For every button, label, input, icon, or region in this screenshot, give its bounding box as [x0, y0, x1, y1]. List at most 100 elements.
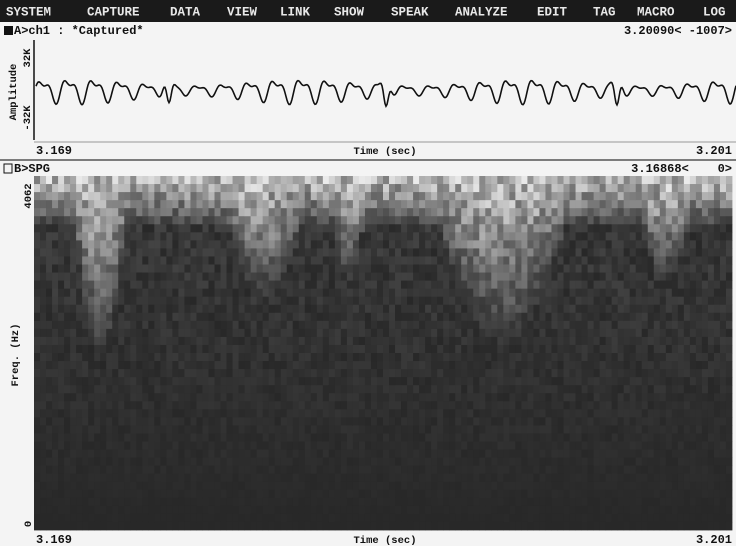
- spectrogram-cell: [606, 514, 612, 522]
- spectrogram-cell: [287, 417, 293, 425]
- spectrogram-cell: [227, 377, 233, 385]
- menu-item[interactable]: MACRO: [637, 5, 675, 19]
- spectrogram-cell: [491, 256, 497, 264]
- spectrogram-cell: [209, 490, 215, 498]
- menu-item[interactable]: EDIT: [537, 5, 568, 19]
- spectrogram-cell: [76, 522, 82, 530]
- spectrogram-cell: [696, 498, 702, 506]
- menu-item[interactable]: LOG: [703, 5, 726, 19]
- spectrogram-cell: [443, 200, 449, 208]
- spectrogram-cell: [347, 361, 353, 369]
- spectrogram-cell: [473, 482, 479, 490]
- spectrogram-cell: [124, 425, 130, 433]
- spectrogram-cell: [184, 305, 190, 313]
- spectrogram-cell: [257, 192, 263, 200]
- spectrogram-cell: [130, 353, 136, 361]
- menu-item[interactable]: SYSTEM: [6, 5, 51, 19]
- menu-item[interactable]: SHOW: [334, 5, 365, 19]
- spectrogram-cell: [437, 313, 443, 321]
- spectrogram-cell: [287, 401, 293, 409]
- spectrogram-cell: [184, 176, 190, 184]
- spectrogram-cell: [431, 409, 437, 417]
- spectrogram-cell: [46, 329, 52, 337]
- spectrogram-cell: [359, 401, 365, 409]
- spectrogram-cell: [299, 313, 305, 321]
- spectrogram-cell: [642, 224, 648, 232]
- spectrogram-cell: [347, 393, 353, 401]
- spectrogram-cell: [377, 450, 383, 458]
- spectrogram-cell: [215, 522, 221, 530]
- menu-item[interactable]: TAG: [593, 5, 616, 19]
- spectrogram-cell: [323, 184, 329, 192]
- spectrogram-cell: [648, 450, 654, 458]
- spectrogram-cell: [636, 313, 642, 321]
- spectrogram-cell: [269, 353, 275, 361]
- spectrogram-cell: [136, 345, 142, 353]
- spectrogram-cell: [413, 450, 419, 458]
- spectrogram-cell: [329, 321, 335, 329]
- spectrogram-cell: [702, 450, 708, 458]
- spectrogram-cell: [576, 232, 582, 240]
- spectrogram-cell: [570, 240, 576, 248]
- spectrogram-cell: [299, 506, 305, 514]
- spectrogram-cell: [329, 200, 335, 208]
- spectrogram-cell: [383, 506, 389, 514]
- spectrogram-cell: [251, 474, 257, 482]
- spectrogram-cell: [612, 208, 618, 216]
- spectrogram-cell: [594, 200, 600, 208]
- spectrogram-cell: [521, 176, 527, 184]
- spectrogram-cell: [642, 273, 648, 281]
- spectrogram-cell: [690, 289, 696, 297]
- spectrogram-cell: [233, 433, 239, 441]
- spectrogram-cell: [419, 321, 425, 329]
- spectrogram-cell: [52, 377, 58, 385]
- spectrogram-cell: [299, 361, 305, 369]
- spectrogram-cell: [702, 216, 708, 224]
- menu-item[interactable]: VIEW: [227, 5, 258, 19]
- spectrogram-cell: [479, 498, 485, 506]
- menu-item[interactable]: CAPTURE: [87, 5, 140, 19]
- spectrogram-cell: [251, 297, 257, 305]
- spectrogram-cell: [582, 353, 588, 361]
- spectrogram-cell: [618, 409, 624, 417]
- spectrogram-cell: [407, 425, 413, 433]
- spectrogram-cell: [485, 361, 491, 369]
- menu-item[interactable]: SPEAK: [391, 5, 429, 19]
- spectrogram-cell: [431, 273, 437, 281]
- spectrogram-cell: [618, 490, 624, 498]
- spectrogram-cell: [576, 482, 582, 490]
- spectrogram-cell: [172, 361, 178, 369]
- spectrogram-cell: [461, 216, 467, 224]
- spectrogram-cell: [202, 329, 208, 337]
- menu-item[interactable]: DATA: [170, 5, 201, 19]
- spectrogram-cell: [419, 514, 425, 522]
- spectrogram-cell: [365, 417, 371, 425]
- spectrogram-cell: [521, 474, 527, 482]
- spectrogram-cell: [371, 417, 377, 425]
- spectrogram-cell: [281, 417, 287, 425]
- spectrogram-cell: [600, 522, 606, 530]
- spectrogram-cell: [606, 353, 612, 361]
- spectrogram-cell: [353, 313, 359, 321]
- spectrogram-cell: [100, 265, 106, 273]
- spectrogram-cell: [124, 176, 130, 184]
- spectrogram-cell: [630, 498, 636, 506]
- spectrogram-cell: [485, 184, 491, 192]
- spectrogram-cell: [52, 313, 58, 321]
- spectrogram-cell: [335, 393, 341, 401]
- spectrogram-cell: [269, 377, 275, 385]
- spectrogram-cell: [515, 506, 521, 514]
- menu-item[interactable]: LINK: [280, 5, 311, 19]
- spectrogram-cell: [594, 345, 600, 353]
- spectrogram-cell: [419, 522, 425, 530]
- spectrogram-cell: [576, 208, 582, 216]
- menu-item[interactable]: ANALYZE: [455, 5, 508, 19]
- spectrogram-cell: [34, 353, 40, 361]
- spectrogram-cell: [491, 192, 497, 200]
- spectrogram-cell: [473, 490, 479, 498]
- spectrogram-cell: [503, 458, 509, 466]
- spectrogram-cell: [582, 313, 588, 321]
- spectrogram-cell: [94, 450, 100, 458]
- spectrogram-cell: [467, 442, 473, 450]
- spectrogram-cell: [672, 289, 678, 297]
